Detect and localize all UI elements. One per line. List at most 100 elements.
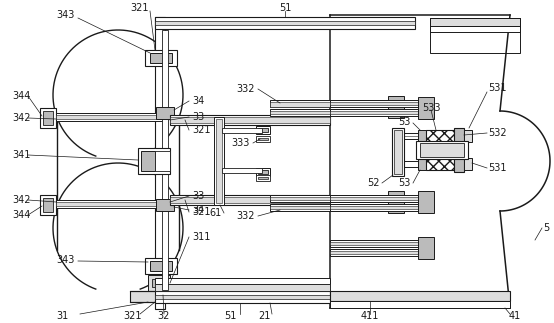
Bar bbox=[270, 102, 390, 107]
Text: 344: 344 bbox=[12, 210, 30, 220]
Text: 321: 321 bbox=[124, 311, 142, 321]
Text: 41: 41 bbox=[509, 311, 521, 321]
Bar bbox=[148, 275, 170, 291]
Text: 52: 52 bbox=[367, 178, 380, 188]
Bar bbox=[430, 18, 520, 26]
Bar bbox=[256, 136, 270, 142]
Bar bbox=[130, 291, 188, 302]
Bar bbox=[170, 115, 330, 125]
Bar bbox=[418, 237, 434, 259]
Bar bbox=[394, 130, 402, 174]
Text: 34: 34 bbox=[192, 205, 204, 215]
Bar bbox=[464, 130, 472, 142]
Bar bbox=[40, 108, 56, 128]
Bar bbox=[156, 199, 174, 211]
Bar bbox=[330, 195, 420, 202]
Bar bbox=[145, 50, 177, 66]
Text: 333: 333 bbox=[232, 138, 250, 148]
Bar bbox=[418, 97, 434, 119]
Bar bbox=[258, 138, 268, 140]
Text: 31: 31 bbox=[56, 311, 68, 321]
Bar bbox=[150, 261, 172, 271]
Bar bbox=[454, 156, 464, 172]
Bar bbox=[330, 111, 420, 114]
Bar bbox=[330, 240, 420, 247]
Bar bbox=[256, 175, 270, 181]
Bar bbox=[270, 109, 390, 116]
Bar bbox=[330, 109, 420, 116]
Bar bbox=[155, 21, 415, 25]
Bar bbox=[256, 168, 270, 176]
Text: 332: 332 bbox=[237, 211, 255, 221]
Bar bbox=[214, 117, 224, 205]
Bar bbox=[430, 18, 520, 53]
Bar bbox=[43, 198, 53, 212]
Bar bbox=[155, 151, 170, 171]
Text: 33: 33 bbox=[192, 112, 204, 122]
Text: 33: 33 bbox=[192, 191, 204, 201]
Bar bbox=[155, 278, 330, 284]
Bar bbox=[270, 197, 390, 200]
Bar bbox=[330, 301, 510, 308]
Text: 32: 32 bbox=[158, 311, 170, 321]
Bar bbox=[330, 204, 420, 211]
Text: 5: 5 bbox=[543, 223, 549, 233]
Text: 34: 34 bbox=[192, 96, 204, 106]
Text: 533: 533 bbox=[422, 103, 440, 113]
Bar bbox=[155, 291, 330, 303]
Bar bbox=[330, 102, 420, 105]
Text: 532: 532 bbox=[488, 128, 506, 138]
Bar bbox=[258, 177, 268, 179]
Bar bbox=[418, 158, 426, 170]
Bar bbox=[170, 195, 330, 205]
Bar bbox=[40, 195, 56, 215]
Bar bbox=[56, 113, 164, 121]
Text: 61: 61 bbox=[210, 208, 222, 218]
Bar bbox=[330, 100, 420, 107]
Bar bbox=[152, 279, 166, 287]
Bar bbox=[454, 128, 464, 144]
Text: 53: 53 bbox=[399, 178, 411, 188]
Bar bbox=[330, 206, 420, 209]
Bar bbox=[330, 197, 420, 200]
Bar bbox=[270, 100, 390, 107]
Bar bbox=[222, 128, 262, 133]
Text: 311: 311 bbox=[192, 232, 211, 242]
Bar bbox=[141, 151, 155, 171]
Bar bbox=[270, 206, 390, 209]
Bar bbox=[426, 158, 454, 170]
Text: 321: 321 bbox=[192, 207, 211, 217]
Bar bbox=[395, 133, 420, 139]
Bar bbox=[418, 130, 426, 142]
Bar bbox=[258, 128, 268, 132]
Bar bbox=[156, 107, 174, 119]
Bar bbox=[162, 30, 168, 290]
Text: 53: 53 bbox=[399, 117, 411, 127]
Bar bbox=[430, 26, 520, 32]
Bar bbox=[392, 128, 404, 176]
Text: 21: 21 bbox=[258, 311, 270, 321]
Bar bbox=[418, 191, 434, 213]
Bar bbox=[270, 195, 390, 202]
Bar bbox=[222, 168, 262, 173]
Bar bbox=[330, 249, 420, 256]
Bar bbox=[43, 111, 53, 125]
Bar bbox=[155, 284, 330, 291]
Bar bbox=[155, 17, 415, 29]
Text: 342: 342 bbox=[12, 195, 30, 205]
Text: 411: 411 bbox=[361, 311, 379, 321]
Bar bbox=[56, 202, 164, 206]
Bar bbox=[388, 96, 404, 118]
Bar bbox=[258, 170, 268, 174]
Text: 332: 332 bbox=[237, 84, 255, 94]
Text: 321: 321 bbox=[131, 3, 149, 13]
Text: 341: 341 bbox=[12, 150, 30, 160]
Text: 51: 51 bbox=[279, 3, 291, 13]
Bar bbox=[256, 126, 270, 134]
Bar bbox=[330, 251, 420, 254]
Bar bbox=[145, 258, 177, 274]
Text: 531: 531 bbox=[488, 163, 506, 173]
Bar bbox=[56, 200, 164, 208]
Bar bbox=[216, 119, 222, 203]
Bar bbox=[395, 161, 420, 167]
